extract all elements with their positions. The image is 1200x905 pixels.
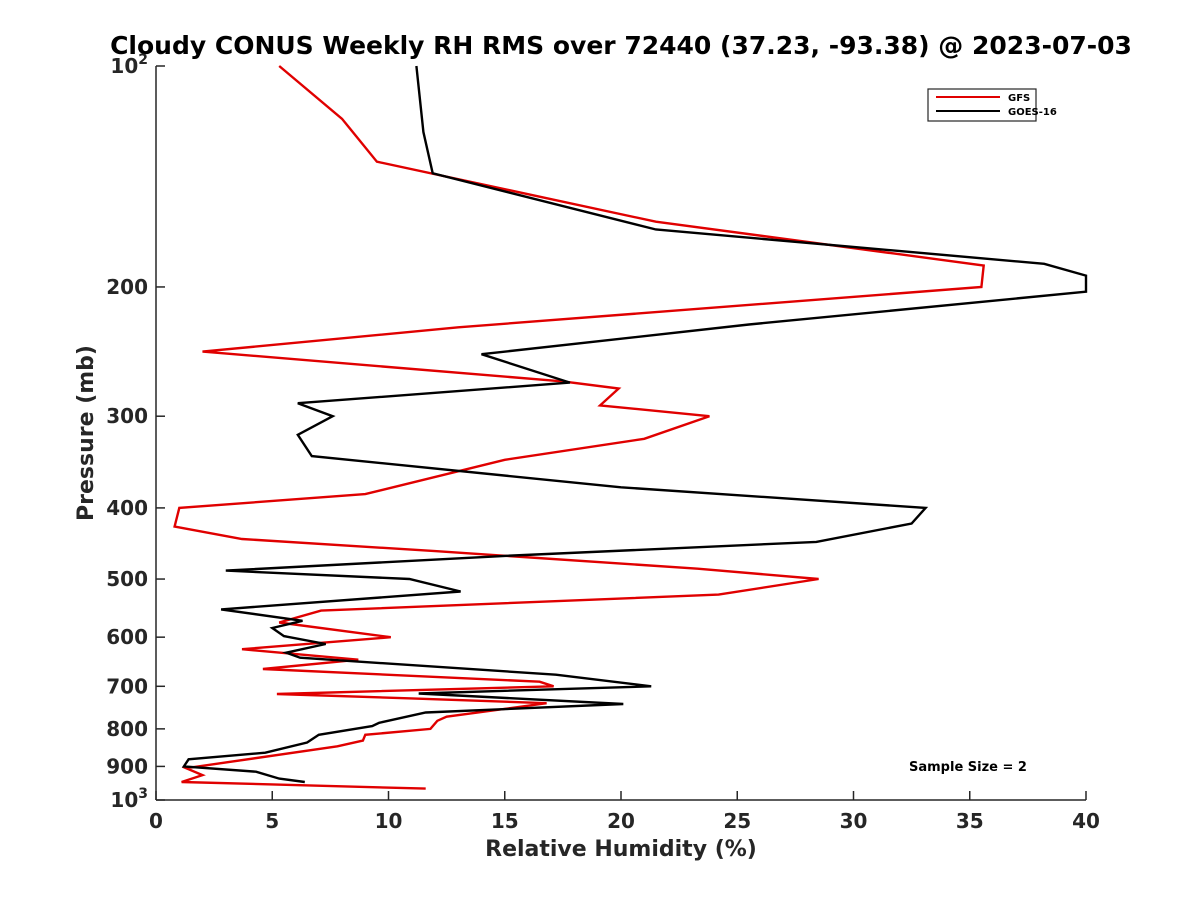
sample-size-annotation: Sample Size = 2: [909, 760, 1027, 775]
y-tick-label: 400: [106, 496, 148, 520]
x-tick-label: 0: [149, 809, 163, 833]
y-tick-label: 700: [106, 674, 148, 698]
x-tick-label: 25: [723, 809, 751, 833]
y-axis-label: Pressure (mb): [74, 345, 99, 521]
legend-label-gfs: GFS: [1008, 93, 1030, 104]
y-tick-label: 900: [106, 754, 148, 778]
x-tick-label: 10: [375, 809, 403, 833]
chart-title: Cloudy CONUS Weekly RH RMS over 72440 (3…: [110, 31, 1132, 60]
x-tick-label: 35: [956, 809, 984, 833]
x-tick-label: 40: [1072, 809, 1100, 833]
x-axis-label: Relative Humidity (%): [485, 837, 757, 862]
y-tick-label: 300: [106, 404, 148, 428]
y-tick-label: 800: [106, 717, 148, 741]
y-tick-base: 10: [110, 788, 138, 812]
legend-label-goes16: GOES-16: [1008, 107, 1057, 118]
y-tick-label: 102: [110, 52, 148, 78]
y-tick-label: 200: [106, 275, 148, 299]
y-tick-label: 600: [106, 625, 148, 649]
y-tick-exponent: 2: [138, 52, 148, 68]
x-tick-label: 15: [491, 809, 519, 833]
x-tick-label: 20: [607, 809, 635, 833]
legend-box: [927, 88, 1037, 122]
series-line-gfs: [173, 65, 986, 790]
x-tick-label: 30: [840, 809, 868, 833]
y-tick-label: 500: [106, 567, 148, 591]
axes: 0 5 10 15 20 25 30 35 40 10220030040050060070080…: [106, 52, 1100, 833]
x-ticks: 0 5 10 15 20 25 30 35 40: [149, 791, 1100, 833]
x-tick-label: 5: [265, 809, 279, 833]
y-tick-base: 10: [110, 54, 138, 78]
y-tick-exponent: 3: [138, 786, 148, 802]
series-line-goes16: [181, 65, 1088, 784]
plot-area: [173, 65, 1088, 790]
y-tick-label: 103: [110, 786, 148, 812]
legend: GFS GOES-16: [927, 88, 1057, 122]
